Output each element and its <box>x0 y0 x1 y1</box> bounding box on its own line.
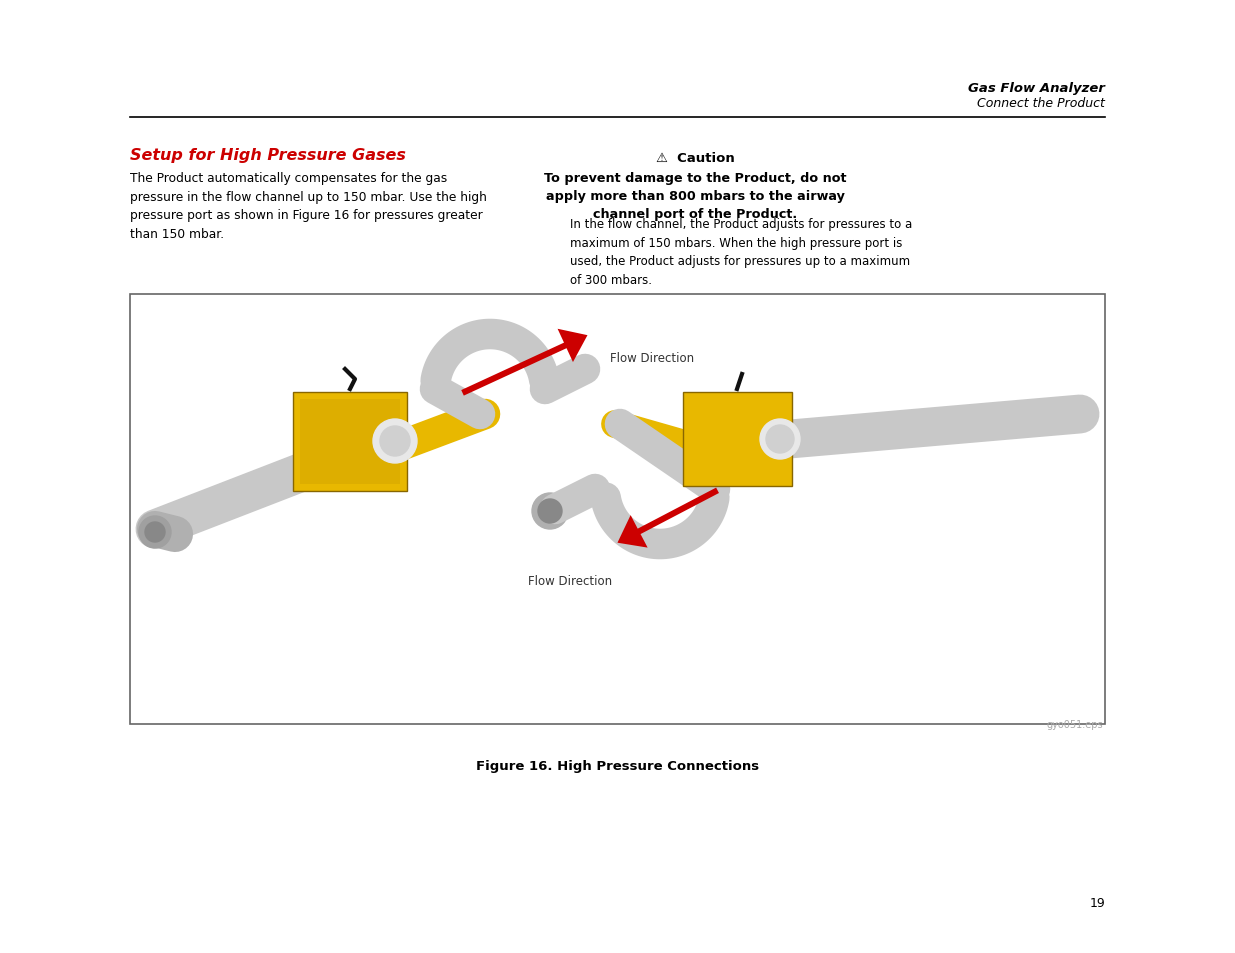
Circle shape <box>140 517 170 548</box>
Text: Figure 16. High Pressure Connections: Figure 16. High Pressure Connections <box>477 760 760 772</box>
Bar <box>130 294 1105 724</box>
FancyBboxPatch shape <box>300 399 400 484</box>
Text: In the flow channel, the Product adjusts for pressures to a
maximum of 150 mbars: In the flow channel, the Product adjusts… <box>571 218 913 286</box>
Text: gyo051.eps: gyo051.eps <box>1046 720 1103 729</box>
Text: Flow Direction: Flow Direction <box>610 351 694 364</box>
Circle shape <box>144 522 165 542</box>
Text: 19: 19 <box>1089 896 1105 909</box>
Text: Gas Flow Analyzer: Gas Flow Analyzer <box>968 82 1105 95</box>
Text: To prevent damage to the Product, do not
apply more than 800 mbars to the airway: To prevent damage to the Product, do not… <box>543 172 846 221</box>
Circle shape <box>538 499 562 523</box>
Text: Setup for High Pressure Gases: Setup for High Pressure Gases <box>130 148 406 163</box>
Circle shape <box>766 426 794 454</box>
Circle shape <box>373 419 417 463</box>
Circle shape <box>532 494 568 530</box>
Text: Flow Direction: Flow Direction <box>527 575 613 587</box>
Text: ⚠  Caution: ⚠ Caution <box>656 152 735 165</box>
FancyBboxPatch shape <box>293 393 408 492</box>
Text: Connect the Product: Connect the Product <box>977 97 1105 110</box>
Circle shape <box>760 419 800 459</box>
Text: The Product automatically compensates for the gas
pressure in the flow channel u: The Product automatically compensates fo… <box>130 172 487 240</box>
Circle shape <box>380 427 410 456</box>
FancyBboxPatch shape <box>683 393 792 486</box>
